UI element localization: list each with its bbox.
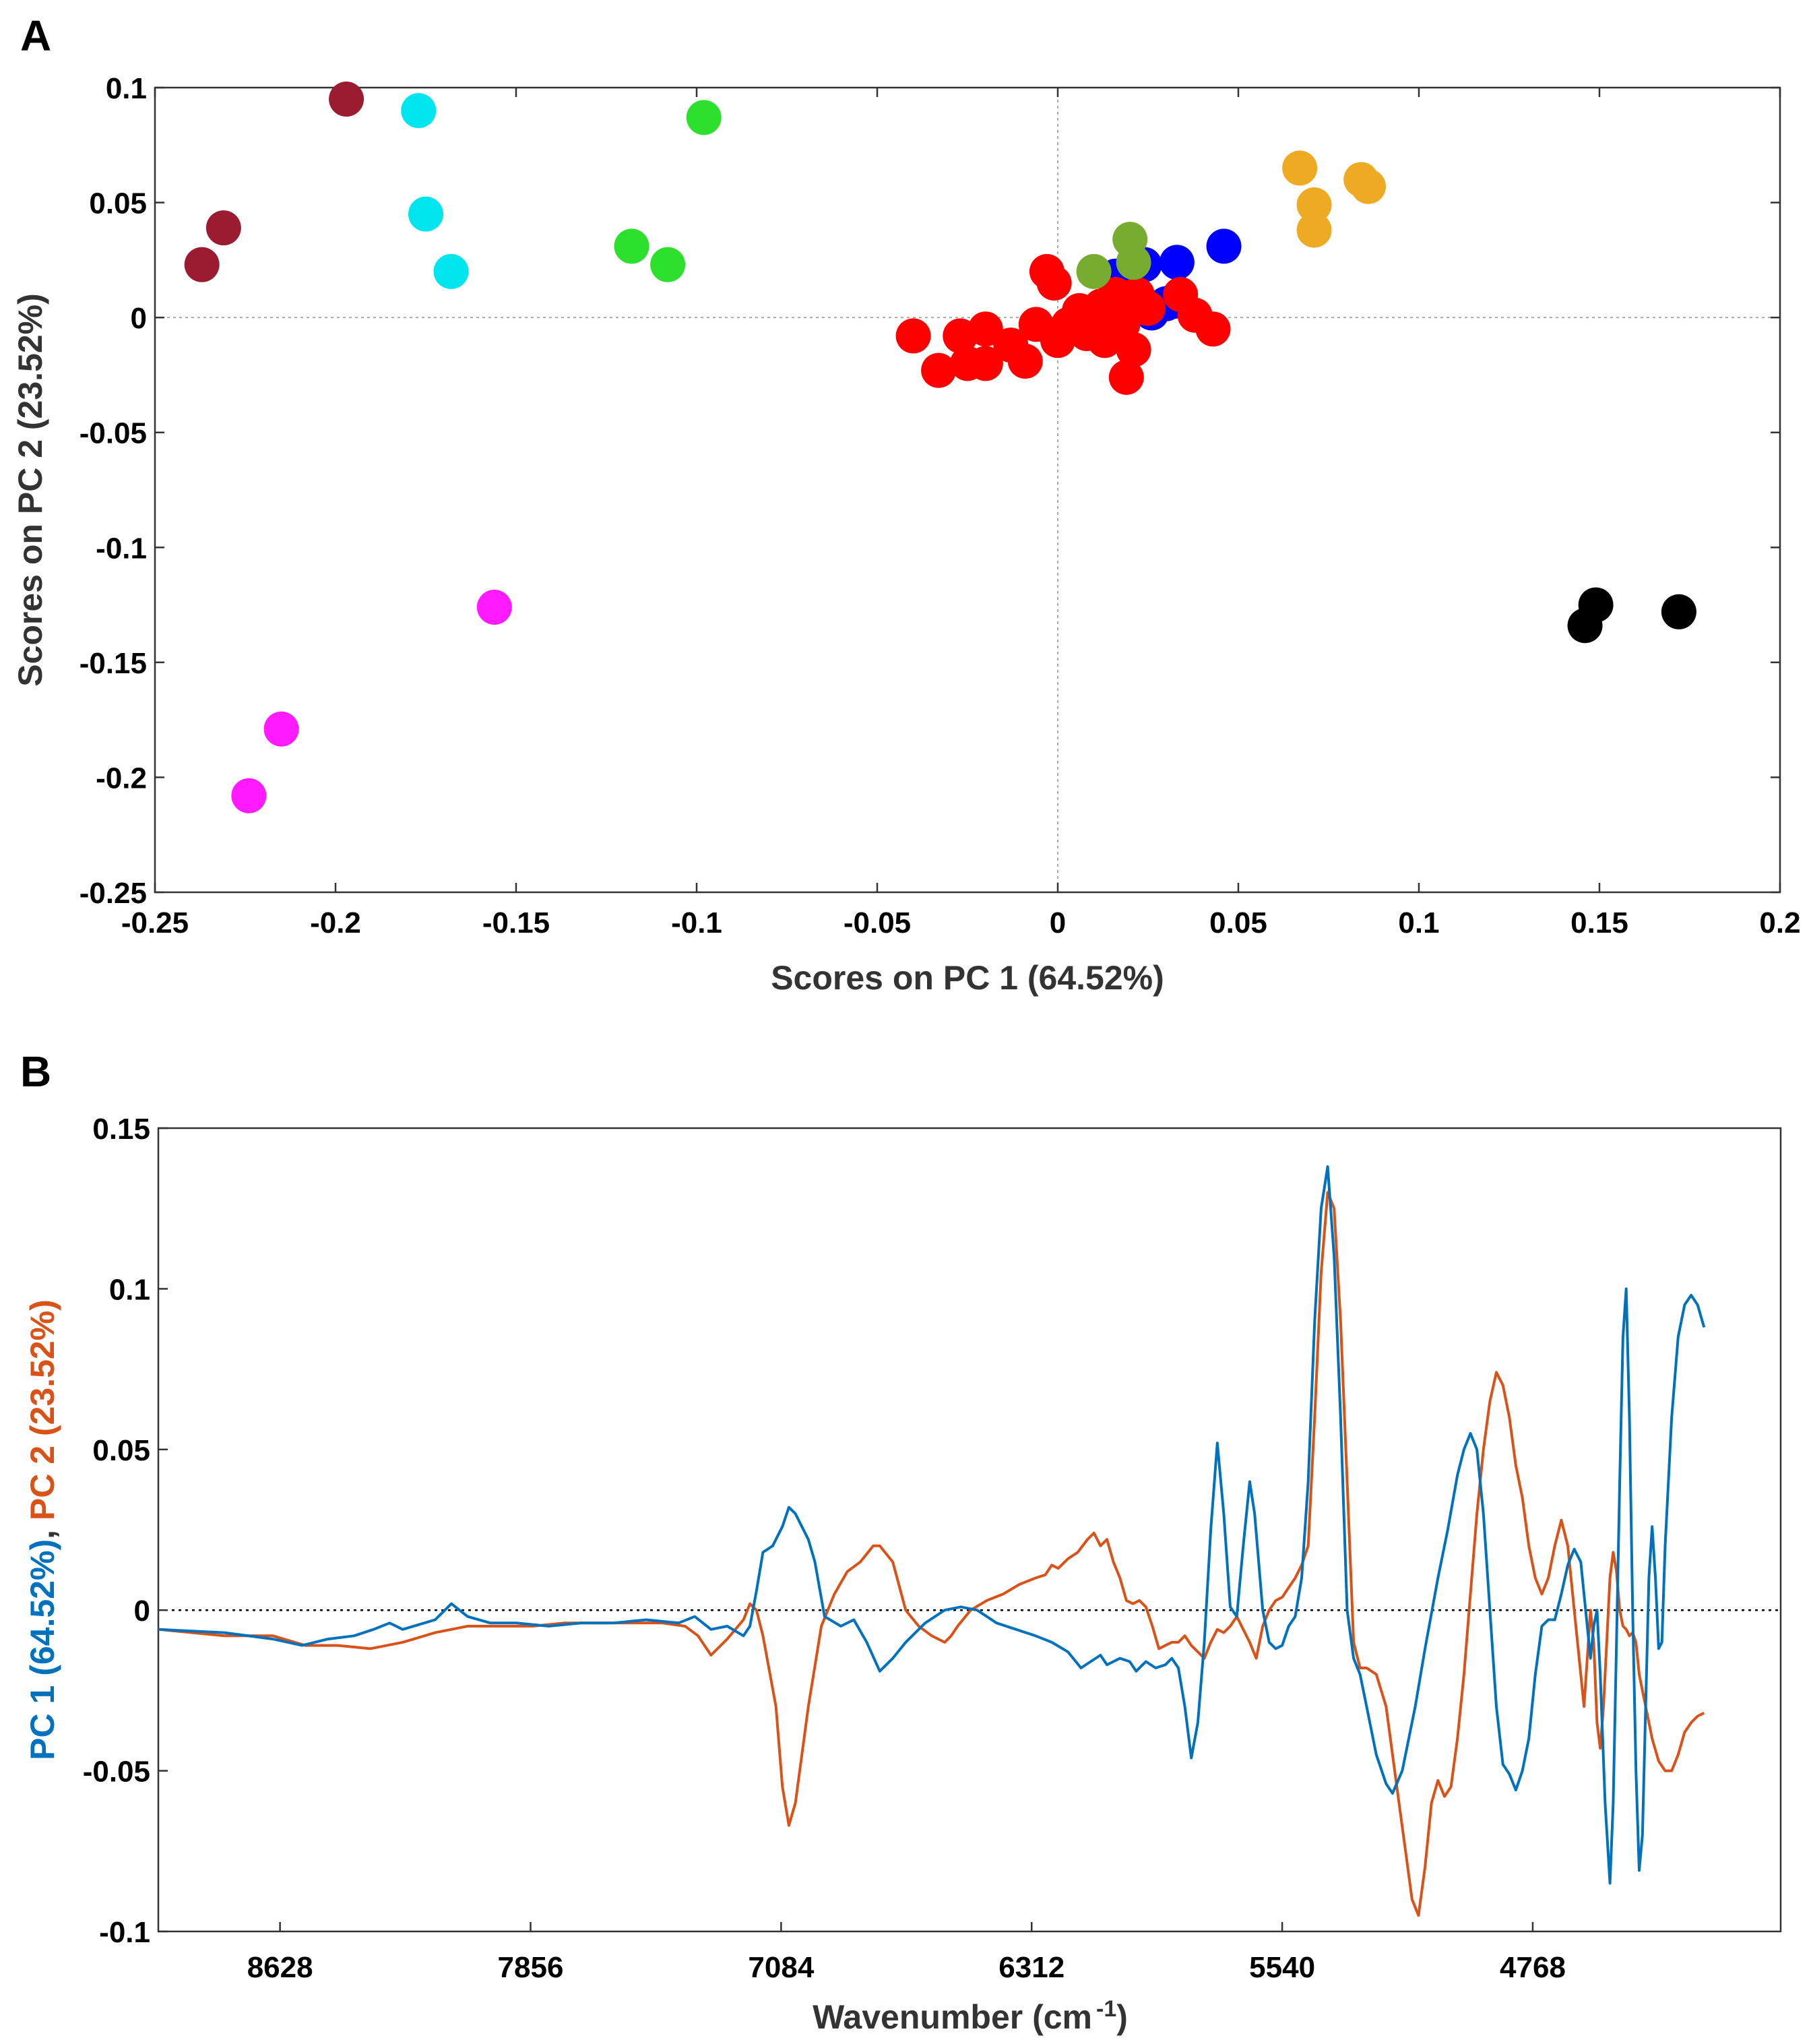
scatter-point-orange bbox=[1350, 168, 1386, 204]
x-tick-label: 6312 bbox=[998, 1951, 1065, 1984]
panel-a-scatter: -0.25 -0.2 -0.15 -0.1 -0.05 0 0.05 0.1 0.15 0.2 0.… bbox=[80, 72, 1801, 939]
scatter-point-dark-red bbox=[205, 210, 241, 246]
x-tick-label: 0.05 bbox=[1209, 906, 1267, 939]
panel-b-x-axis-title: Wavenumber (cm -1) bbox=[813, 1996, 1128, 2036]
y-tick-label: 0.1 bbox=[109, 1273, 150, 1306]
x-tick-label: 0.1 bbox=[1398, 906, 1439, 939]
y-tick-label: -0.1 bbox=[96, 532, 147, 565]
scatter-point-magenta bbox=[263, 711, 299, 747]
panel-b-x-axis-title-superscript: -1 bbox=[1096, 1996, 1116, 2022]
scatter-point-red bbox=[967, 311, 1003, 347]
scatter-point-red bbox=[1116, 332, 1151, 367]
x-tick-label: 0 bbox=[1050, 906, 1066, 939]
scatter-point-red bbox=[1007, 343, 1043, 379]
y-tick-label: 0.05 bbox=[92, 1434, 150, 1467]
x-tick-label: 0.15 bbox=[1570, 906, 1628, 939]
scatter-point-dark-red bbox=[329, 82, 364, 117]
scatter-point-orange bbox=[1282, 150, 1318, 186]
y-tick-label: -0.25 bbox=[80, 877, 147, 910]
scatter-point-red bbox=[921, 352, 957, 388]
scatter-point-cyan bbox=[401, 93, 437, 129]
scatter-point-cyan bbox=[408, 196, 443, 232]
y-title-separator: , bbox=[24, 1520, 61, 1539]
scatter-point-red bbox=[1036, 265, 1072, 301]
x-tick-label: 8628 bbox=[247, 1951, 313, 1984]
scatter-point-black bbox=[1578, 587, 1614, 623]
panel-b-x-axis-title-text: Wavenumber (cm bbox=[813, 1998, 1092, 2036]
y-tick-label: 0 bbox=[134, 1594, 150, 1628]
scatter-point-black bbox=[1661, 594, 1696, 629]
panel-a-x-axis-title: Scores on PC 1 (64.52%) bbox=[771, 959, 1164, 997]
scatter-point-red bbox=[967, 346, 1003, 381]
x-tick-label: 5540 bbox=[1249, 1951, 1315, 1984]
y-tick-label: 0 bbox=[131, 302, 147, 335]
scatter-point-orange bbox=[1296, 187, 1332, 222]
x-tick-label: -0.15 bbox=[482, 906, 550, 939]
panel-a-label: A bbox=[20, 11, 51, 60]
y-tick-label: 0.15 bbox=[92, 1113, 150, 1146]
panel-b-y-axis-title: PC 1 (64.52%), PC 2 (23.52%) bbox=[24, 1299, 61, 1760]
pc2-loading-line bbox=[158, 1191, 1705, 1917]
x-tick-label: -0.2 bbox=[310, 906, 361, 939]
scatter-point-cyan bbox=[433, 253, 469, 289]
scatter-point-olive-green bbox=[1116, 245, 1151, 280]
scatter-point-magenta bbox=[231, 778, 267, 813]
pc1-loading-line bbox=[158, 1165, 1706, 1885]
y-tick-label: -0.05 bbox=[83, 1756, 150, 1789]
scatter-point-olive-green bbox=[1076, 253, 1112, 289]
scatter-point-green bbox=[686, 100, 722, 135]
y-title-pc1: PC 1 (64.52%) bbox=[24, 1539, 61, 1760]
y-tick-label: 0.05 bbox=[89, 187, 147, 220]
y-tick-label: -0.1 bbox=[99, 1916, 150, 1949]
x-tick-label: 0.2 bbox=[1759, 906, 1800, 939]
scatter-point-blue bbox=[1159, 245, 1195, 280]
scatter-point-orange bbox=[1296, 212, 1332, 248]
scatter-point-red bbox=[895, 318, 931, 354]
panel-b-frame bbox=[157, 1127, 1782, 1933]
scatter-point-dark-red bbox=[184, 247, 220, 282]
panel-b-label: B bbox=[20, 1047, 51, 1096]
x-tick-label: -0.1 bbox=[671, 906, 722, 939]
scatter-point-red bbox=[1108, 359, 1144, 395]
y-tick-label: -0.05 bbox=[80, 417, 147, 450]
panel-a-frame bbox=[154, 86, 1781, 894]
scatter-point-red bbox=[1094, 300, 1130, 336]
x-tick-label: -0.25 bbox=[121, 906, 189, 939]
y-tick-label: 0.1 bbox=[106, 72, 147, 105]
scatter-point-blue bbox=[1206, 228, 1242, 264]
y-title-pc2: PC 2 (23.52%) bbox=[24, 1299, 61, 1520]
panel-a-y-axis-title: Scores on PC 2 (23.52%) bbox=[11, 293, 49, 687]
scatter-point-red bbox=[1131, 290, 1166, 326]
x-tick-label: 7856 bbox=[498, 1951, 564, 1984]
panel-b-x-axis-title-close: ) bbox=[1116, 1998, 1128, 2036]
x-tick-label: -0.05 bbox=[844, 906, 911, 939]
panel-b-line-chart: 8628 7856 7084 6312 5540 4768 0.15 0.1 0.05 0 -0.0… bbox=[83, 1113, 1782, 1984]
y-tick-label: -0.15 bbox=[80, 647, 147, 680]
scatter-point-green bbox=[614, 228, 649, 264]
scatter-point-red bbox=[1195, 311, 1231, 347]
scatter-point-green bbox=[650, 247, 686, 282]
x-tick-label: 4768 bbox=[1500, 1951, 1566, 1984]
x-tick-label: 7084 bbox=[748, 1951, 814, 1984]
scatter-point-magenta bbox=[476, 589, 512, 625]
y-tick-label: -0.2 bbox=[96, 762, 147, 795]
